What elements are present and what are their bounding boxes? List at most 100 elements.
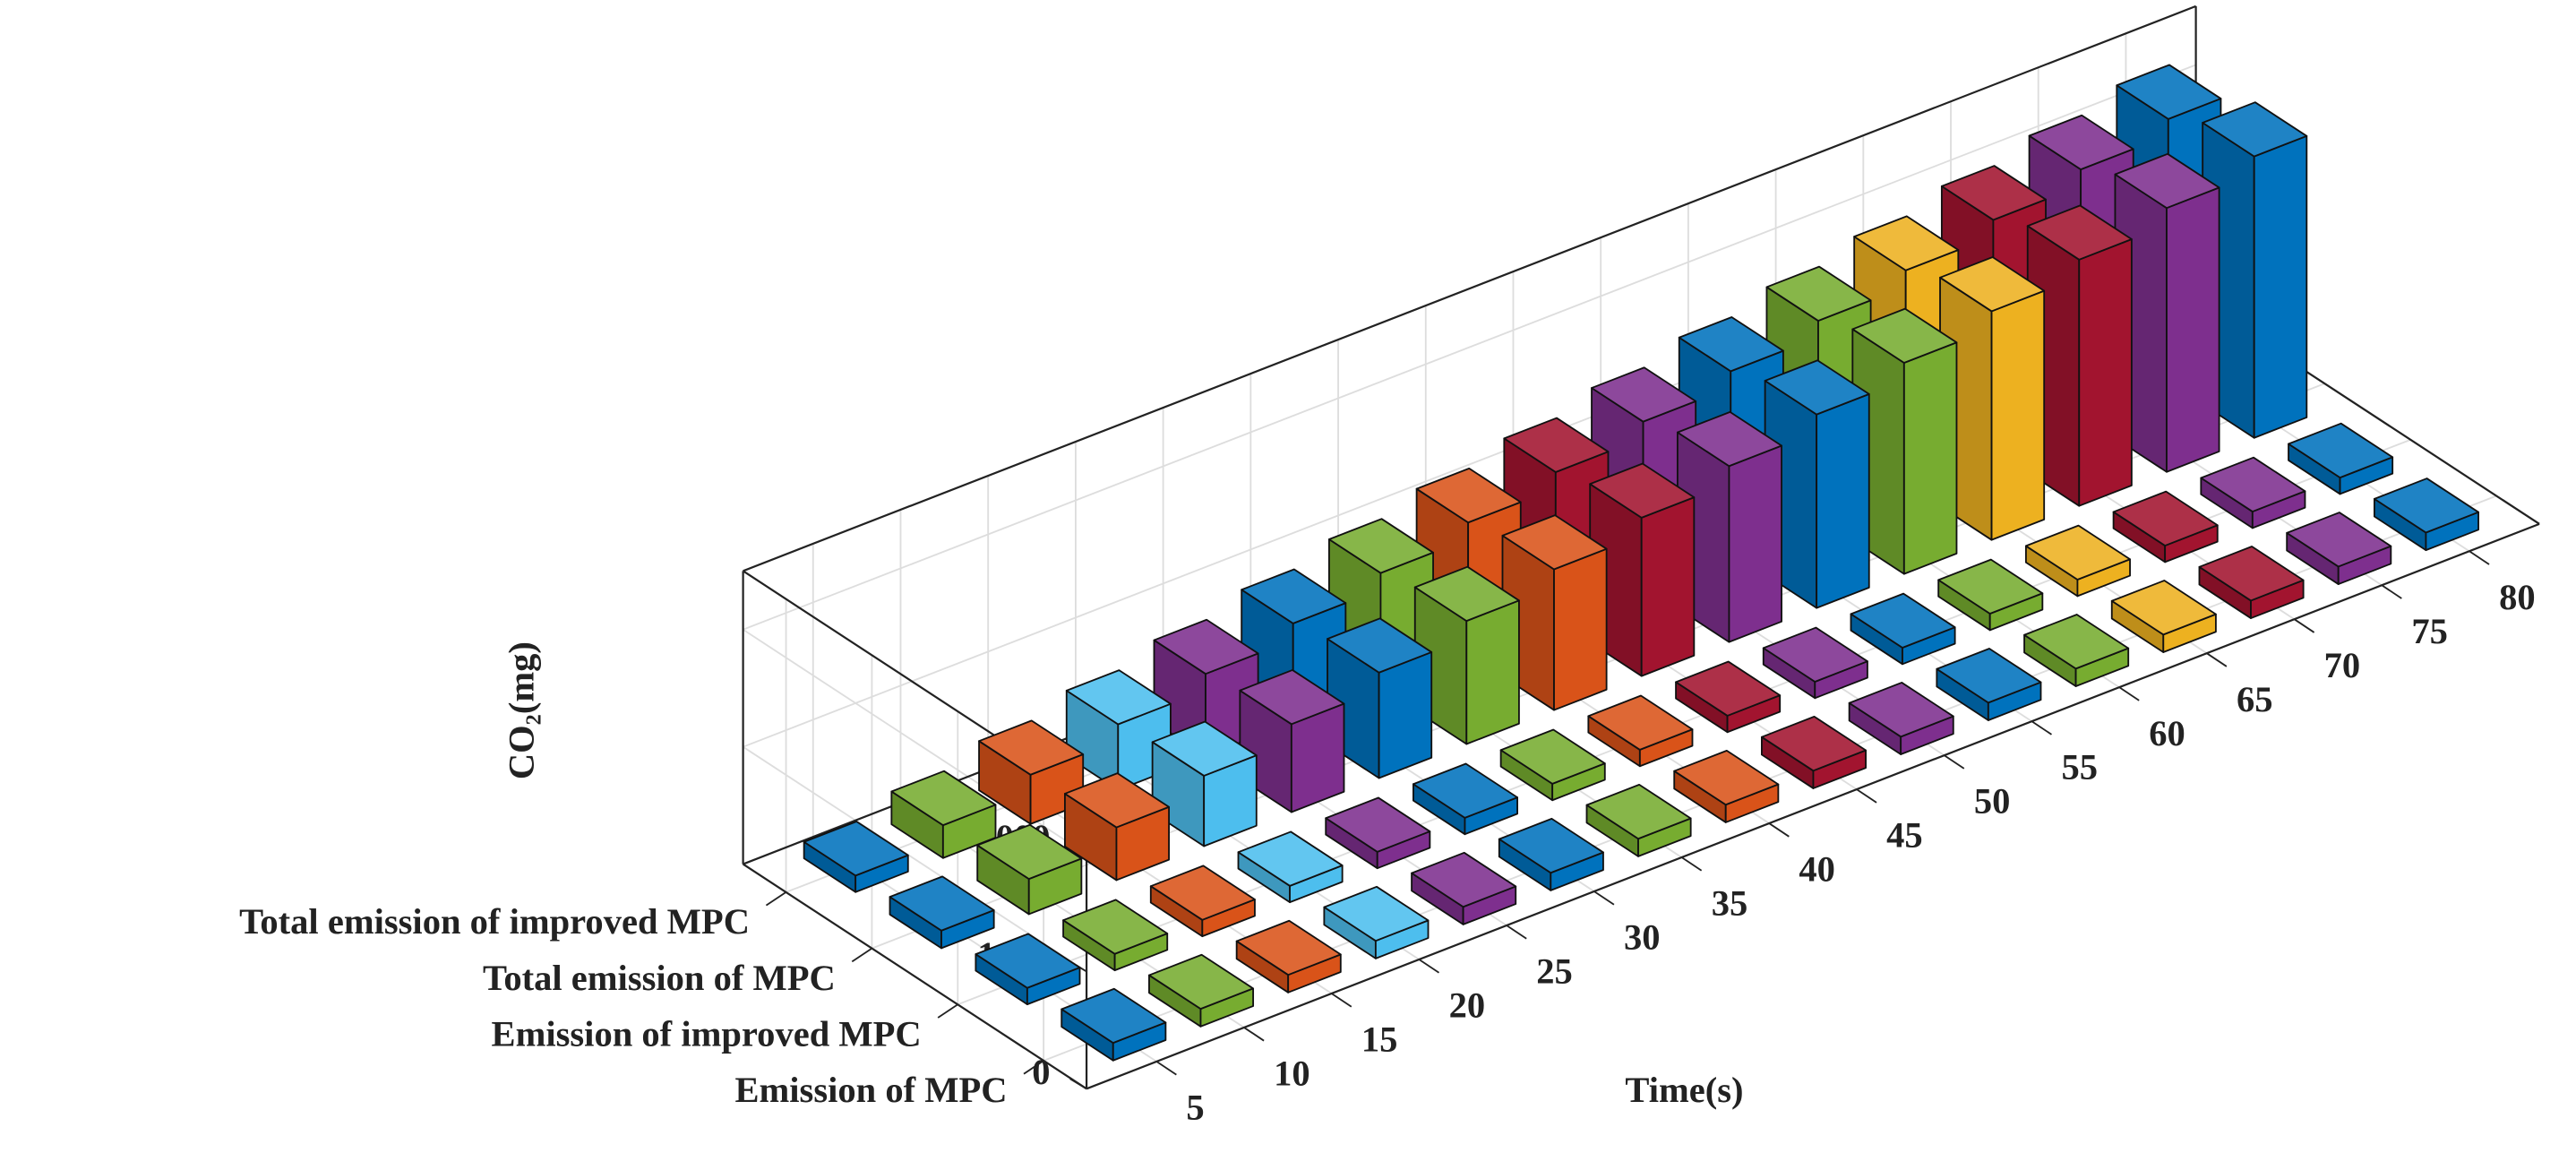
tick-mark — [1023, 1060, 1044, 1075]
x-tick-label: 45 — [1886, 815, 1923, 856]
bar — [1936, 648, 2042, 721]
bar-face — [1853, 215, 1960, 271]
bar-face — [890, 770, 997, 827]
row-label: Total emission of improved MPC — [239, 901, 750, 942]
bar-face — [978, 719, 1085, 776]
bar-face — [1939, 256, 2046, 313]
bar-face — [2028, 114, 2134, 171]
bar — [1499, 728, 1606, 802]
x-tick-label: 15 — [1361, 1019, 1398, 1060]
x-tick-label: 40 — [1799, 849, 1835, 890]
row-label: Total emission of MPC — [483, 958, 836, 998]
bar-face — [976, 823, 1083, 881]
tick-mark — [1768, 822, 1790, 838]
tick-mark — [1331, 993, 1352, 1008]
bar — [1850, 592, 1956, 666]
bar-face — [1325, 796, 1431, 853]
bar — [2200, 456, 2306, 529]
bar — [2288, 422, 2394, 495]
tick-mark — [765, 891, 787, 907]
bar-face — [1498, 817, 1604, 874]
x-tick-label: 10 — [1274, 1054, 1310, 1094]
bar — [1323, 885, 1430, 959]
bar — [2286, 512, 2392, 585]
bar-face — [1413, 565, 1520, 623]
bar-face — [1237, 830, 1344, 887]
bar-face — [1673, 749, 1780, 806]
x-axis-label: Time(s) — [1625, 1070, 1743, 1110]
x-tick-label: 75 — [2411, 611, 2448, 651]
bar — [1062, 899, 1169, 972]
bar-face — [1413, 762, 1518, 819]
bar — [1148, 953, 1255, 1028]
bar — [2373, 477, 2479, 552]
bar-face — [2026, 204, 2133, 261]
bar-face — [1640, 496, 1696, 677]
bar — [1587, 694, 1694, 768]
row-label: Emission of MPC — [734, 1070, 1007, 1110]
tick-mark — [2293, 618, 2315, 633]
bar — [1585, 783, 1692, 857]
bar — [1235, 919, 1342, 994]
bar-face — [1153, 618, 1259, 675]
bar-face — [1761, 715, 1867, 772]
grid-line — [743, 64, 2196, 631]
x-tick-label: 25 — [1536, 951, 1573, 992]
bar — [2198, 546, 2305, 619]
bar-face — [1064, 772, 1170, 829]
bar-face — [975, 933, 1081, 989]
bar-face — [2023, 614, 2130, 670]
bar-face — [1990, 289, 2046, 541]
axis-line — [743, 4, 2197, 572]
tick-mark — [1418, 959, 1440, 974]
bar — [1060, 987, 1167, 1062]
bar — [1675, 660, 1782, 734]
bar-face — [2288, 422, 2394, 479]
bar-face — [1503, 417, 1610, 473]
tick-mark — [1856, 788, 1877, 804]
bar-face — [1239, 669, 1345, 726]
bar-face — [1936, 648, 2042, 704]
bar — [976, 823, 1083, 916]
x-tick-label: 5 — [1186, 1088, 1204, 1128]
x-tick-label: 80 — [2499, 577, 2536, 617]
bar-face — [1587, 694, 1694, 751]
bar-face — [1060, 987, 1167, 1045]
tick-mark — [2381, 584, 2402, 599]
bar — [1411, 851, 1517, 925]
bar — [1501, 514, 1608, 711]
bar — [1325, 796, 1431, 870]
bar-face — [1585, 783, 1692, 840]
bar-face — [2114, 152, 2220, 210]
bar-face — [2373, 477, 2479, 534]
tick-mark — [1069, 1078, 1087, 1090]
bar — [890, 770, 997, 859]
bar-face — [1465, 599, 1520, 745]
bar-face — [1678, 316, 1784, 373]
bar-face — [1235, 919, 1342, 976]
bar-face — [1765, 265, 1872, 322]
bar-face — [2198, 546, 2305, 602]
bar-face — [2202, 101, 2308, 158]
bar-face — [2166, 186, 2220, 473]
x-tick-label: 60 — [2149, 713, 2185, 753]
axis-line — [743, 863, 1087, 1090]
tick-mark — [2118, 686, 2140, 701]
bar-face — [1323, 885, 1430, 942]
bar — [1413, 762, 1518, 836]
bar-face — [1728, 444, 1782, 643]
bar-face — [1816, 392, 1870, 609]
bar-face — [1675, 660, 1782, 717]
bar — [1937, 558, 2044, 632]
tick-mark — [2031, 720, 2052, 736]
bar-face — [1499, 728, 1606, 785]
tick-mark — [1155, 1061, 1177, 1076]
bar-face — [1553, 547, 1608, 711]
bar-face — [1764, 359, 1870, 416]
bar-face — [1851, 307, 1958, 364]
bar-face — [1411, 851, 1517, 908]
bar — [1498, 817, 1604, 891]
bar — [1762, 626, 1868, 700]
z-tick-label: 0 — [1032, 1052, 1050, 1092]
